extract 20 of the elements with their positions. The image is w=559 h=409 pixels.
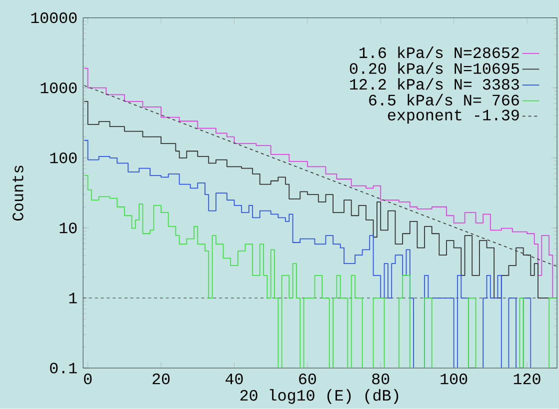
legend-label: 1.6 kPa/s N=28652 bbox=[360, 46, 519, 58]
x-tick-label: 20 bbox=[152, 374, 170, 384]
x-tick-label: 0 bbox=[84, 374, 92, 384]
y-tick-label: 100 bbox=[50, 152, 77, 164]
legend-label: 12.2 kPa/s N= 3383 bbox=[350, 78, 519, 90]
x-tick-label: 100 bbox=[440, 374, 468, 384]
y-tick-label: 1 bbox=[69, 292, 77, 304]
y-tick-label: 1000 bbox=[40, 82, 77, 94]
legend-label: 0.20 kPa/s N=10695 bbox=[350, 62, 519, 74]
x-tick-label: 80 bbox=[372, 374, 390, 384]
x-axis-title: 20 log10 (E) (dB) bbox=[240, 389, 398, 404]
x-tick-label: 120 bbox=[514, 374, 540, 384]
x-tick-label: 60 bbox=[299, 374, 316, 384]
y-axis-title: Counts bbox=[12, 166, 24, 221]
y-tick-label: 10 bbox=[60, 222, 77, 234]
legend-label: exponent -1.39 bbox=[388, 110, 519, 124]
y-tick-label: 10000 bbox=[31, 12, 77, 24]
legend-label: 6.5 kPa/s N= 766 bbox=[369, 94, 519, 106]
x-tick-label: 40 bbox=[226, 374, 243, 384]
y-tick-label: 0.1 bbox=[50, 362, 77, 374]
